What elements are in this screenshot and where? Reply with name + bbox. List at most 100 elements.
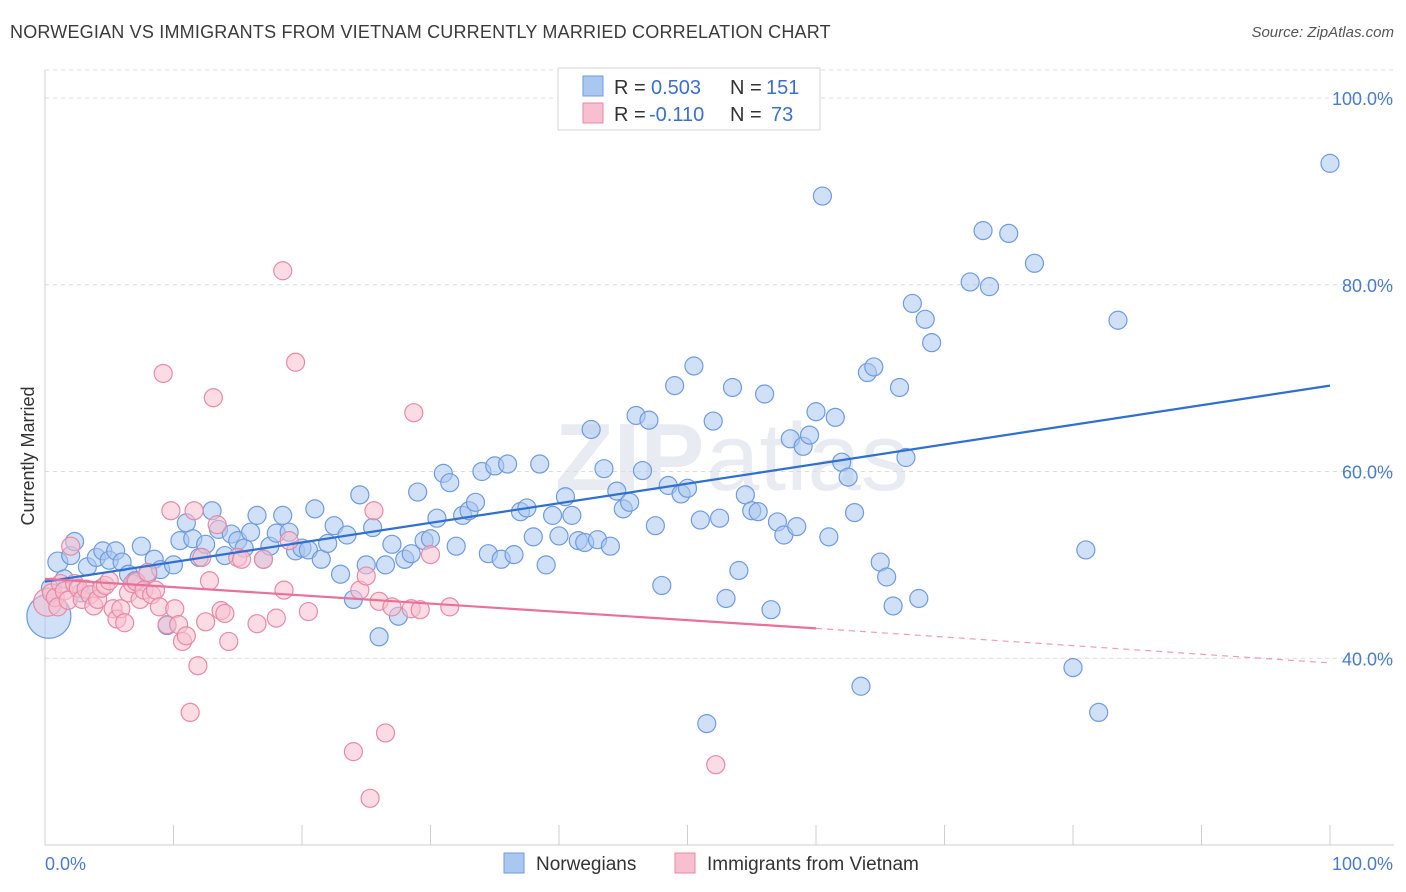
data-point	[131, 536, 151, 556]
data-point	[806, 402, 826, 422]
legend-n-value-norwegians: 151	[766, 77, 799, 99]
data-point	[369, 627, 389, 647]
data-point	[207, 515, 227, 535]
source-credit: Source: ZipAtlas.com	[1251, 24, 1394, 41]
data-point	[877, 567, 897, 587]
data-point	[799, 425, 820, 445]
data-point	[542, 505, 563, 525]
series-vietnam-points	[32, 261, 726, 808]
data-point	[620, 492, 640, 512]
data-point	[716, 588, 736, 609]
data-point	[115, 613, 135, 633]
data-point	[594, 459, 614, 479]
data-point	[375, 555, 396, 575]
data-point	[684, 356, 704, 376]
data-point	[247, 614, 267, 634]
bottom-legend-label-norwegians: Norwegians	[536, 854, 636, 875]
data-point	[1024, 253, 1045, 273]
data-point	[523, 527, 543, 547]
data-point	[706, 755, 726, 775]
data-point	[504, 545, 524, 565]
data-point	[203, 388, 223, 408]
data-point	[161, 501, 181, 521]
data-point	[722, 377, 743, 398]
data-point	[305, 499, 325, 519]
data-point	[710, 508, 730, 528]
data-point	[241, 522, 261, 542]
data-point	[690, 510, 710, 530]
data-point	[279, 531, 299, 551]
data-point	[1089, 702, 1109, 723]
data-point	[253, 549, 274, 569]
data-point	[215, 603, 235, 624]
data-point	[1108, 310, 1128, 330]
trend-line-extension	[815, 627, 1331, 664]
data-point	[812, 186, 833, 206]
data-point	[915, 309, 935, 329]
data-point	[536, 555, 556, 575]
chart-title: NORWEGIAN VS IMMIGRANTS FROM VIETNAM CUR…	[10, 22, 831, 42]
data-point	[273, 505, 293, 525]
data-point	[163, 555, 184, 575]
data-point	[844, 502, 865, 523]
legend-n-value-vietnam: 73	[771, 104, 793, 126]
data-point	[184, 501, 204, 521]
y-tick-label: 100.0%	[1332, 89, 1393, 109]
data-point	[896, 447, 916, 468]
data-point	[851, 676, 871, 696]
trend-line	[44, 384, 1331, 583]
data-point	[979, 277, 1000, 297]
data-point	[838, 467, 858, 487]
data-point	[632, 460, 653, 481]
x-tick-label: 100.0%	[1332, 854, 1393, 874]
data-point	[639, 410, 659, 430]
y-tick-label: 80.0%	[1342, 276, 1393, 296]
data-point	[196, 612, 216, 632]
data-point	[440, 597, 460, 617]
data-point	[350, 485, 370, 505]
data-point	[999, 223, 1019, 244]
data-point	[1320, 153, 1340, 173]
data-point	[232, 549, 252, 569]
data-point	[401, 544, 421, 564]
legend-r-value-vietnam: -0.110	[649, 104, 704, 126]
data-point	[697, 714, 717, 734]
data-point	[165, 599, 185, 619]
data-point	[273, 261, 293, 281]
data-point	[902, 293, 922, 314]
data-point	[404, 403, 424, 423]
data-point	[703, 411, 723, 431]
bottom-legend-swatch-norwegians	[503, 852, 525, 874]
data-point	[729, 560, 749, 581]
data-point	[645, 516, 665, 536]
data-point	[761, 600, 781, 620]
data-point	[180, 702, 200, 723]
data-point	[922, 333, 942, 353]
data-point	[356, 566, 376, 586]
data-point	[247, 505, 267, 525]
legend-swatch-norwegians	[582, 75, 604, 97]
data-point	[382, 534, 402, 554]
legend-r-label-vietnam: R =	[614, 104, 646, 126]
data-point	[665, 376, 685, 396]
data-point	[99, 571, 119, 591]
data-point	[600, 536, 621, 556]
data-point	[889, 377, 910, 398]
axes	[44, 70, 1394, 846]
data-point	[1076, 540, 1096, 560]
data-point	[274, 580, 294, 600]
legend-n-label-norwegians: N =	[730, 77, 762, 99]
data-point	[343, 742, 363, 762]
data-point	[754, 384, 775, 404]
data-point	[530, 454, 550, 474]
data-point	[364, 501, 384, 521]
bottom-legend-label-vietnam: Immigrants from Vietnam	[707, 854, 919, 875]
bottom-legend-swatch-vietnam	[674, 852, 696, 874]
x-tick-label: 0.0%	[45, 854, 86, 874]
data-point	[199, 571, 220, 591]
data-point	[330, 564, 351, 584]
bottom-legend: Norwegians Immigrants from Vietnam	[503, 852, 919, 875]
data-point	[145, 580, 166, 600]
trend-lines	[44, 384, 1331, 664]
